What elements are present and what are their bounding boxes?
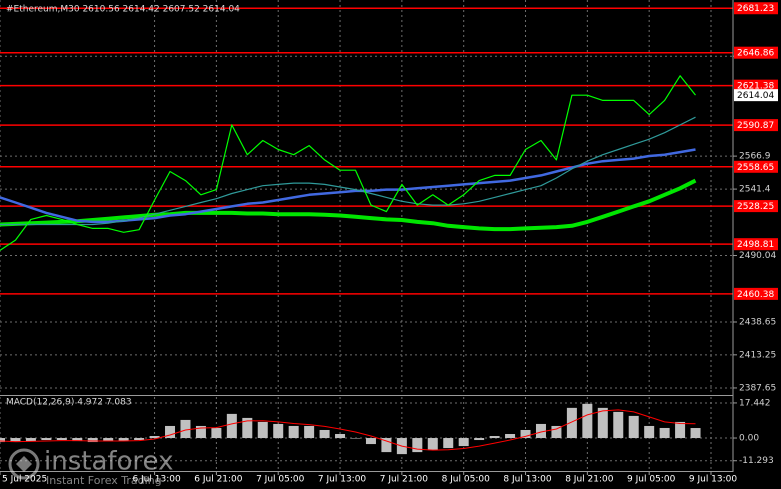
macd-bar [675, 421, 686, 439]
y-tick-label: 2490.04 [739, 251, 776, 261]
y-tick-label: 2387.65 [739, 383, 776, 393]
macd-bar [211, 427, 222, 439]
moving-average [0, 116, 696, 226]
level-label-box [734, 119, 778, 132]
macd-bar [41, 438, 52, 441]
macd-bar [25, 438, 36, 442]
x-tick-label: 7 Jul 13:00 [318, 475, 367, 485]
macd-bar [288, 425, 299, 439]
x-tick-label: 7 Jul 05:00 [256, 475, 305, 485]
level-label-box [734, 200, 778, 213]
level-label: 2558.65 [737, 163, 774, 173]
current-price-box [734, 89, 778, 102]
level-label: 2498.81 [737, 240, 774, 250]
macd-bar [72, 438, 83, 442]
macd-bar [644, 425, 655, 439]
macd-bar [319, 429, 330, 439]
watermark-brand: instaforex [44, 447, 173, 477]
y-tick-label: -11.293 [739, 456, 774, 466]
macd-bar [381, 438, 392, 453]
macd-bar [149, 436, 160, 439]
macd-bar [180, 419, 191, 439]
macd-bar [56, 438, 67, 441]
macd-bar [335, 434, 346, 439]
macd-bar [613, 411, 624, 439]
macd-bar [551, 425, 562, 439]
level-label-box [734, 79, 778, 92]
macd-bar [412, 438, 423, 453]
macd-label: MACD(12,26,9) 4.972 7.083 [6, 398, 132, 408]
level-label: 2646.86 [737, 49, 774, 59]
y-tick-label: 2413.25 [739, 350, 776, 360]
y-tick-label: 2438.65 [739, 317, 776, 327]
level-label-box [734, 287, 778, 300]
macd-bar [10, 438, 21, 443]
macd-bar [226, 413, 237, 439]
macd-bar [103, 438, 114, 442]
watermark-tagline: Instant Forex Trading [46, 474, 162, 487]
macd-bar [474, 438, 485, 441]
macd-bar [659, 427, 670, 439]
macd-bar [195, 425, 206, 439]
level-label: 2460.38 [737, 290, 774, 300]
macd-bar [566, 407, 577, 439]
level-label-box [734, 2, 778, 15]
macd-bar [350, 438, 361, 439]
x-tick-label: 5 Jul 2025 [2, 475, 47, 485]
macd-bar [273, 423, 284, 439]
macd-bar [0, 438, 5, 443]
level-label: 2621.38 [737, 82, 774, 92]
x-tick-label: 8 Jul 13:00 [503, 475, 552, 485]
x-tick-label: 6 Jul 21:00 [194, 475, 243, 485]
y-tick-label: 2541.4 [739, 185, 771, 195]
y-tick-label: 2566.9 [739, 152, 771, 162]
current-price-label: 2614.04 [737, 91, 774, 101]
level-label: 2681.23 [737, 4, 774, 14]
level-label: 2590.87 [737, 121, 774, 131]
level-label: 2528.25 [737, 202, 774, 212]
price-line [0, 75, 696, 251]
macd-bar [505, 434, 516, 439]
macd-bar [582, 403, 593, 439]
chart-title: #Ethereum,M30 2610.56 2614.42 2607.52 26… [6, 5, 240, 15]
x-tick-label: 6 Jul 13:00 [132, 475, 181, 485]
macd-bar [242, 417, 253, 439]
level-label-box [734, 46, 778, 59]
macd-bar [520, 429, 531, 439]
watermark-logo-mark [16, 456, 32, 472]
moving-average [0, 178, 697, 232]
macd-bar [535, 423, 546, 439]
watermark: instaforex Instant Forex Trading [8, 447, 173, 487]
y-tick-label: 0.00 [739, 434, 759, 444]
macd-bar [489, 436, 500, 439]
macd-bar [458, 438, 469, 447]
y-tick-label: 17.442 [739, 398, 771, 408]
macd-bar [165, 425, 176, 439]
level-label-box [734, 238, 778, 251]
macd-bar [257, 421, 268, 439]
macd-bar [304, 425, 315, 439]
level-label-box [734, 160, 778, 173]
macd-bar [597, 407, 608, 439]
x-tick-label: 7 Jul 21:00 [380, 475, 429, 485]
macd-bar [628, 415, 639, 439]
macd-bar [365, 438, 376, 445]
macd-bar [443, 438, 454, 449]
signal-line [0, 409, 696, 451]
macd-bar [427, 438, 438, 451]
macd-bar [134, 438, 145, 441]
macd-bar [118, 438, 129, 442]
watermark-logo [8, 448, 40, 480]
x-tick-label: 9 Jul 13:00 [689, 475, 738, 485]
x-tick-label: 8 Jul 21:00 [565, 475, 614, 485]
x-tick-label: 9 Jul 05:00 [627, 475, 676, 485]
macd-bar [690, 428, 701, 439]
macd-bar [87, 438, 98, 443]
x-tick-label: 8 Jul 05:00 [442, 475, 491, 485]
